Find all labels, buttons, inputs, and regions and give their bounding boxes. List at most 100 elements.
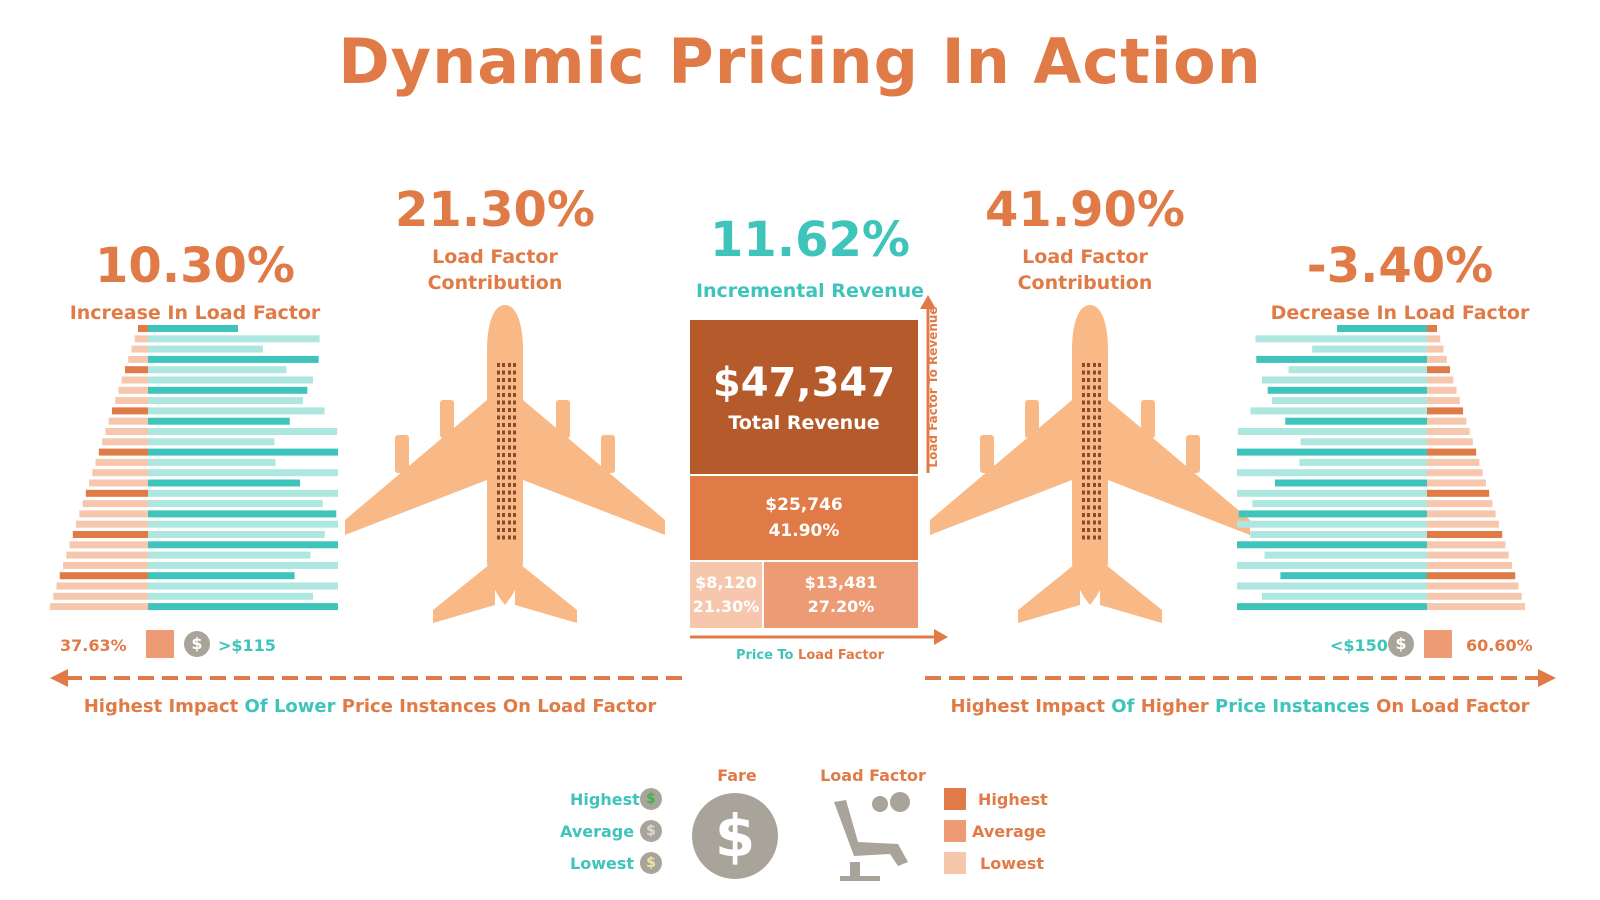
airplane-window xyxy=(497,423,500,427)
price-bar xyxy=(148,366,287,374)
impact-word: Higher xyxy=(1140,696,1209,717)
left-footer-pct: 37.63% xyxy=(60,636,127,655)
airplane-window xyxy=(508,490,511,495)
price-bar xyxy=(1237,520,1427,528)
airplane-window xyxy=(502,520,505,525)
airplane-window xyxy=(1093,505,1096,510)
dollar-icon: $ xyxy=(184,631,210,657)
airplane-window xyxy=(1093,400,1096,405)
airplane-window xyxy=(1098,378,1101,382)
seat-icon xyxy=(1424,630,1452,658)
legend-load-title: Load Factor xyxy=(820,766,926,785)
airplane-window xyxy=(1093,513,1096,517)
airplane-window xyxy=(513,528,516,532)
airplane-window xyxy=(1098,438,1101,442)
load-factor-bar xyxy=(1427,366,1451,374)
price-bar xyxy=(1237,582,1427,590)
airplane-window xyxy=(513,498,516,502)
airplane-window xyxy=(497,490,500,495)
legend-fare-title: Fare xyxy=(717,766,757,785)
airplane-window xyxy=(508,393,511,397)
load-factor-bar xyxy=(1427,531,1503,538)
airplane-window xyxy=(497,438,500,442)
airplane-window xyxy=(497,430,500,435)
price-bar xyxy=(1262,376,1427,384)
airplane-window xyxy=(508,453,511,457)
dollar-highest-icon: $ xyxy=(640,788,662,810)
airplane-window xyxy=(1082,535,1085,540)
center-axis-arrows xyxy=(690,295,948,645)
price-bar xyxy=(1299,458,1427,466)
airplane-window xyxy=(497,468,500,472)
incremental-revenue-label: Incremental Revenue xyxy=(695,280,925,302)
left-dashed-arrow xyxy=(50,669,685,687)
airplane-window xyxy=(513,378,516,382)
airplane-window xyxy=(1098,490,1101,495)
load-factor-bar xyxy=(124,366,148,374)
airplane-window xyxy=(497,460,500,465)
left-airplane-icon xyxy=(345,305,665,623)
airplane-window xyxy=(513,468,516,472)
price-bar xyxy=(148,489,338,497)
airplane-window xyxy=(1087,475,1090,480)
airplane-window xyxy=(1082,528,1085,532)
seat-highest-icon xyxy=(944,788,966,810)
fare-legend-highest: Highest xyxy=(570,790,640,809)
airplane-window xyxy=(513,385,516,390)
load-factor-bar xyxy=(1427,458,1480,466)
load-factor-bar xyxy=(1427,345,1444,353)
left-footer-price: >$115 xyxy=(218,636,276,655)
bl-revenue-value: $8,120 xyxy=(695,573,757,592)
airplane-window xyxy=(502,475,505,480)
airplane-window xyxy=(1098,460,1101,465)
airplane-window xyxy=(508,415,511,420)
airplane-window xyxy=(1082,378,1085,382)
airplane-window xyxy=(497,415,500,420)
load-factor-bar xyxy=(63,561,149,569)
airplane-window xyxy=(1082,400,1085,405)
right-contribution-pct: 41.90% xyxy=(985,182,1185,238)
airplane-window xyxy=(1093,408,1096,412)
price-bar xyxy=(148,572,295,580)
airplane-window xyxy=(508,438,511,442)
price-bar xyxy=(1237,428,1427,435)
airplane-window xyxy=(1098,393,1101,397)
airplane-window xyxy=(497,505,500,510)
price-bar xyxy=(1255,335,1427,343)
airplane-window xyxy=(502,445,505,450)
airplane-window xyxy=(502,423,505,427)
airplane-window xyxy=(502,513,505,517)
price-bar xyxy=(148,335,320,343)
airplane-window xyxy=(513,408,516,412)
airplane-window xyxy=(1098,370,1101,375)
mid-revenue-value: $25,746 xyxy=(765,495,843,515)
airplane-window xyxy=(502,483,505,487)
price-bar xyxy=(1264,551,1427,559)
airplane-window xyxy=(1098,498,1101,502)
airplane-window xyxy=(513,483,516,487)
airplane-window xyxy=(1098,445,1101,450)
airplane-window xyxy=(508,483,511,487)
airplane-window xyxy=(497,385,500,390)
airplane-window xyxy=(1087,528,1090,532)
airplane-window xyxy=(497,513,500,517)
airplane-window xyxy=(513,370,516,375)
airplane-window xyxy=(1082,483,1085,487)
left-contribution-pct: 21.30% xyxy=(395,182,595,238)
airplane-window xyxy=(1087,415,1090,420)
airplane-window xyxy=(502,505,505,510)
airplane-window xyxy=(1087,453,1090,457)
impact-word: Highest Impact xyxy=(83,696,239,717)
airplane-window xyxy=(1093,490,1096,495)
airplane-window xyxy=(502,528,505,532)
airplane-window xyxy=(497,363,500,367)
airplane-window xyxy=(1093,363,1096,367)
price-bar xyxy=(148,355,319,363)
right-footer-price: <$150 xyxy=(1330,636,1388,655)
price-bar xyxy=(1237,561,1427,569)
impact-word: Highest Impact xyxy=(950,696,1106,717)
airplane-window xyxy=(497,535,500,540)
price-bar xyxy=(148,397,304,405)
airplane-window xyxy=(1098,483,1101,487)
load-factor-bar xyxy=(95,458,148,466)
